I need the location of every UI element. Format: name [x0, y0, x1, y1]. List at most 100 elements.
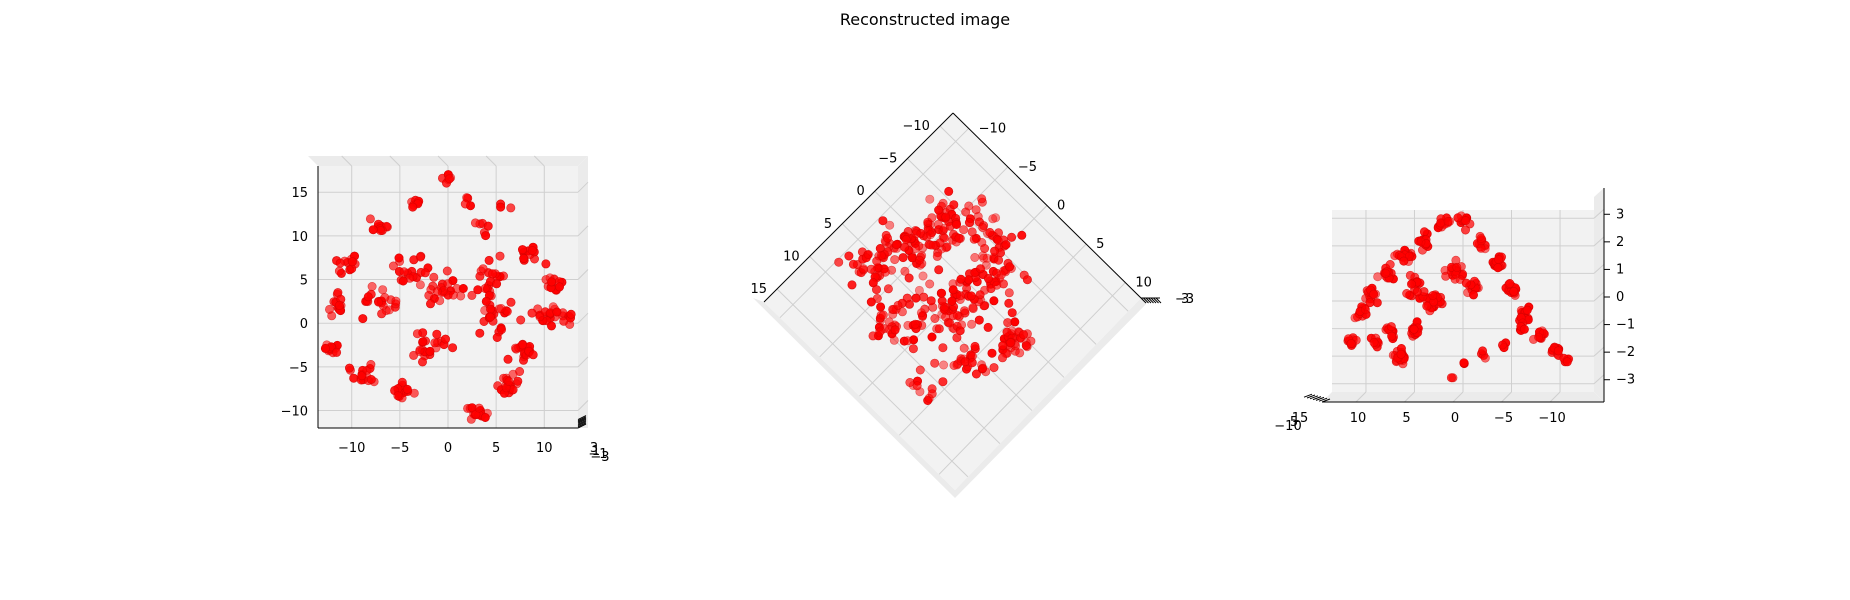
scatter-point — [496, 303, 506, 313]
scatter-point — [377, 309, 387, 319]
y-tick-mark — [1309, 395, 1319, 400]
scatter-point — [878, 216, 888, 226]
scatter-point — [391, 296, 401, 306]
scatter-point — [1005, 262, 1015, 272]
y-tick-label: −10 — [1274, 419, 1301, 434]
y-tick-label: 5 — [1290, 415, 1298, 430]
pane-top-edge — [308, 156, 588, 166]
scatter-point — [939, 360, 949, 370]
y-axis-line — [952, 112, 1142, 299]
scatter-point — [1436, 218, 1446, 228]
scatter-point — [1017, 230, 1027, 240]
scatter-point — [975, 264, 985, 274]
scatter-point — [394, 253, 404, 263]
scatter-point — [1461, 216, 1471, 226]
x-tick-label: 5 — [492, 441, 500, 456]
z-tick-label: 3 — [590, 441, 598, 456]
scatter-point — [890, 325, 900, 335]
scatter-point — [1387, 331, 1397, 341]
y-tick-label: −5 — [1018, 160, 1037, 175]
grid-line — [1593, 319, 1605, 329]
scatter-point — [527, 308, 537, 318]
scatter-point — [942, 242, 952, 252]
scatter-point — [1476, 243, 1486, 253]
grid-line — [1501, 391, 1512, 403]
scatter-point — [409, 388, 419, 398]
grid-line — [389, 155, 401, 167]
y-tick-labels: 15 10 5 0 −5 −10 — [281, 186, 308, 419]
scatter-point — [470, 218, 480, 228]
scatter-point — [1007, 326, 1017, 336]
grid-line — [485, 155, 497, 167]
scatter-point — [432, 287, 442, 297]
z-tick-mark — [1148, 297, 1154, 304]
scatter-point — [519, 254, 529, 264]
scatter-point — [967, 227, 977, 237]
scatter-point — [982, 253, 992, 263]
scatter-point — [904, 273, 914, 283]
scatter-point — [949, 360, 959, 370]
scatter-point — [496, 202, 506, 212]
scatter-point — [492, 332, 502, 342]
scatter-point — [442, 266, 452, 276]
scatter-point — [1562, 357, 1572, 367]
scatter-point — [1461, 278, 1471, 288]
scatter-point — [911, 293, 921, 303]
scatter-point — [1003, 318, 1013, 328]
x-tick-label: −10 — [338, 441, 365, 456]
scatter-point — [535, 312, 545, 322]
scatter-point — [384, 305, 394, 315]
scatter-point — [911, 244, 921, 254]
scatter-point — [1022, 275, 1032, 285]
scatter-point — [889, 335, 899, 345]
scatter-point — [1396, 349, 1406, 359]
z-tick-label: −1 — [588, 447, 607, 462]
scatter-point — [928, 240, 938, 250]
scatter-point — [443, 279, 453, 289]
scatter-point — [912, 381, 922, 391]
x-tick-label: 10 — [536, 441, 553, 456]
scatter-point — [935, 238, 945, 248]
scatter-point — [358, 314, 368, 324]
scatter-point — [983, 322, 993, 332]
grid-line — [577, 181, 589, 193]
z-tick-mark — [577, 417, 587, 423]
scatter-point — [1519, 324, 1529, 334]
scatter-point — [334, 266, 344, 276]
scatter-point — [475, 328, 485, 338]
z-tick-mark — [577, 421, 587, 427]
scatter-point — [1006, 338, 1016, 348]
scatter-point — [547, 277, 557, 287]
x-tick-labels: 10 5 0 −5 −10 — [1350, 411, 1566, 426]
scatter-point — [1361, 305, 1371, 315]
scatter-point — [1004, 298, 1014, 308]
z-tick-mark — [577, 418, 587, 424]
scatter-point — [347, 257, 357, 267]
scatter-point — [478, 264, 488, 274]
y-tick-label: 15 — [291, 186, 308, 201]
scatter-point — [503, 354, 513, 364]
figure-title: Reconstructed image — [840, 10, 1010, 29]
scatter-point — [506, 297, 516, 307]
scatter-point — [990, 246, 1000, 256]
z-tick-mark — [1140, 297, 1147, 304]
scatter-point — [891, 240, 901, 250]
scatter-point — [994, 255, 1004, 265]
scatter-point — [363, 292, 373, 302]
scatter-point — [1405, 270, 1415, 280]
z-tick-mark — [577, 416, 587, 422]
scatter-point — [1369, 289, 1379, 299]
scatter-point — [979, 253, 989, 263]
x-tick-label: −10 — [1538, 411, 1565, 426]
scatter-point — [987, 348, 997, 358]
scatter-point — [1452, 262, 1462, 272]
scatter-point — [527, 246, 537, 256]
scatter-point — [966, 291, 976, 301]
scatter-point — [344, 363, 354, 373]
scatter-point — [1478, 346, 1488, 356]
scatter-point — [481, 296, 491, 306]
y-tick-label: 5 — [1096, 237, 1104, 252]
grid-line — [1404, 391, 1415, 403]
grid-line — [1593, 236, 1605, 247]
scatter-point — [320, 343, 330, 353]
